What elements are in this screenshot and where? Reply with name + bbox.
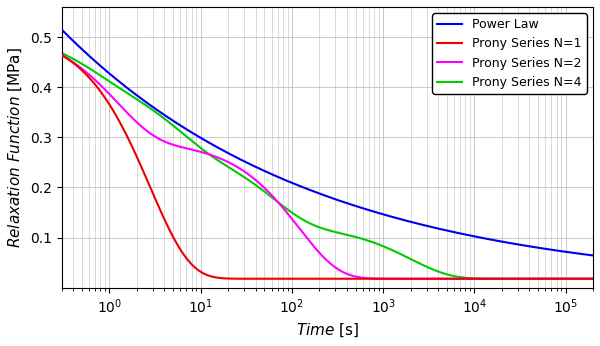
Prony Series N=1 — [579, 277, 586, 281]
Legend: Power Law, Prony Series N=1, Prony Series N=2, Prony Series N=4: Power Law, Prony Series N=1, Prony Serie… — [433, 13, 587, 94]
Power Law — [262, 169, 269, 173]
Power Law — [58, 27, 65, 31]
Prony Series N=2 — [119, 106, 126, 110]
Prony Series N=4 — [58, 51, 65, 55]
Prony Series N=1 — [285, 277, 292, 281]
Line: Prony Series N=1: Prony Series N=1 — [62, 55, 593, 279]
Power Law — [119, 82, 126, 86]
Line: Power Law: Power Law — [62, 29, 593, 255]
Y-axis label: $\mathit{Relaxation\ Function}$ [MPa]: $\mathit{Relaxation\ Function}$ [MPa] — [7, 47, 25, 248]
Prony Series N=4 — [150, 109, 157, 113]
Prony Series N=1 — [119, 125, 126, 129]
Prony Series N=4 — [119, 88, 126, 92]
Prony Series N=2 — [579, 277, 586, 281]
Prony Series N=4 — [589, 277, 596, 281]
Prony Series N=1 — [58, 53, 65, 57]
Prony Series N=1 — [589, 277, 596, 281]
Prony Series N=2 — [285, 212, 292, 217]
Prony Series N=2 — [589, 277, 596, 281]
Power Law — [522, 244, 529, 248]
Prony Series N=4 — [285, 208, 292, 212]
Prony Series N=4 — [522, 277, 529, 281]
Prony Series N=2 — [262, 187, 269, 191]
Power Law — [150, 106, 157, 110]
Prony Series N=2 — [58, 53, 65, 57]
Power Law — [579, 252, 586, 256]
Line: Prony Series N=2: Prony Series N=2 — [62, 55, 593, 279]
Prony Series N=4 — [552, 277, 559, 281]
Prony Series N=1 — [262, 277, 269, 281]
Prony Series N=2 — [150, 134, 157, 138]
Power Law — [589, 253, 596, 257]
Prony Series N=2 — [442, 277, 449, 281]
Prony Series N=4 — [262, 190, 269, 194]
Power Law — [285, 179, 292, 183]
Prony Series N=4 — [579, 277, 586, 281]
Prony Series N=1 — [293, 277, 300, 281]
X-axis label: $\mathit{Time}$ [s]: $\mathit{Time}$ [s] — [296, 322, 359, 339]
Prony Series N=1 — [150, 193, 157, 198]
Line: Prony Series N=4: Prony Series N=4 — [62, 53, 593, 279]
Prony Series N=2 — [522, 277, 529, 281]
Prony Series N=1 — [522, 277, 529, 281]
